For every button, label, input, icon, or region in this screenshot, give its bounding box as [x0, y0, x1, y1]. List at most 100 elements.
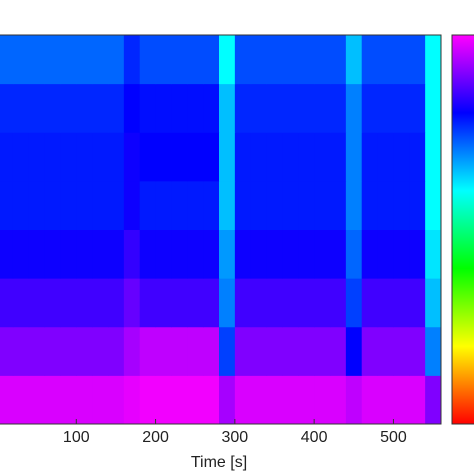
heatmap-cell — [234, 278, 252, 328]
heatmap-cell — [60, 326, 77, 376]
heatmap-cell — [298, 375, 315, 425]
heatmap-cell — [203, 229, 220, 279]
heatmap-cell — [219, 83, 236, 133]
heatmap-cell — [92, 326, 109, 376]
heatmap — [0, 35, 442, 425]
heatmap-cell — [393, 326, 410, 376]
heatmap-cell — [345, 229, 363, 279]
heatmap-cell — [108, 375, 125, 425]
heatmap-cell — [330, 229, 347, 279]
heatmap-cell — [171, 132, 188, 182]
heatmap-cell — [28, 35, 46, 85]
heatmap-cell — [123, 35, 141, 85]
heatmap-cell — [298, 35, 315, 85]
heatmap-cell — [266, 375, 283, 425]
heatmap-cell — [314, 326, 331, 376]
heatmap-cell — [12, 229, 30, 279]
heatmap-cell — [123, 180, 141, 230]
heatmap-cell — [282, 375, 299, 425]
heatmap-cell — [234, 132, 252, 182]
heatmap-cell — [266, 132, 283, 182]
heatmap-cell — [234, 326, 252, 376]
heatmap-cell — [171, 326, 188, 376]
heatmap-cell — [361, 83, 379, 133]
heatmap-cell — [361, 229, 379, 279]
heatmap-cell — [361, 375, 379, 425]
heatmap-cell — [393, 132, 410, 182]
heatmap-cell — [92, 83, 109, 133]
heatmap-cell — [76, 180, 93, 230]
heatmap-cell — [60, 180, 77, 230]
heatmap-cell — [393, 229, 410, 279]
heatmap-cell — [234, 35, 252, 85]
heatmap-cell — [155, 229, 172, 279]
heatmap-cell — [76, 326, 93, 376]
heatmap-cell — [203, 83, 220, 133]
heatmap-cell — [108, 83, 125, 133]
heatmap-cell — [266, 229, 283, 279]
heatmap-cell — [345, 132, 363, 182]
heatmap-cell — [282, 132, 299, 182]
heatmap-cell — [123, 278, 141, 328]
heatmap-cell — [44, 326, 61, 376]
heatmap-cell — [171, 278, 188, 328]
heatmap-cell — [28, 180, 46, 230]
heatmap-cell — [171, 229, 188, 279]
heatmap-cell — [250, 180, 268, 230]
heatmap-cell — [409, 83, 426, 133]
heatmap-cell — [12, 132, 30, 182]
heatmap-cell — [377, 375, 394, 425]
heatmap-cell — [203, 180, 220, 230]
heatmap-cell — [12, 83, 30, 133]
heatmap-cell — [219, 35, 236, 85]
heatmap-cell — [425, 83, 442, 133]
heatmap-cell — [171, 180, 188, 230]
heatmap-cell — [171, 83, 188, 133]
heatmap-cell — [393, 375, 410, 425]
x-axis-label: Time [s] — [191, 454, 247, 471]
heatmap-cell — [219, 229, 236, 279]
heatmap-cell — [108, 326, 125, 376]
heatmap-cell — [266, 326, 283, 376]
heatmap-cell — [92, 180, 109, 230]
heatmap-cell — [361, 278, 379, 328]
heatmap-cell — [266, 278, 283, 328]
x-tick-label: 100 — [63, 429, 90, 446]
heatmap-cell — [330, 278, 347, 328]
heatmap-cell — [187, 375, 204, 425]
heatmap-cell — [345, 180, 363, 230]
heatmap-cell — [282, 83, 299, 133]
heatmap-cell — [282, 229, 299, 279]
heatmap-cell — [219, 132, 236, 182]
heatmap-cell — [155, 278, 172, 328]
heatmap-cell — [44, 229, 61, 279]
heatmap-cell — [139, 375, 157, 425]
heatmap-cell — [139, 180, 157, 230]
heatmap-cell — [234, 375, 252, 425]
heatmap-cell — [266, 180, 283, 230]
heatmap-cell — [187, 229, 204, 279]
heatmap-cell — [12, 375, 30, 425]
heatmap-cell — [409, 229, 426, 279]
heatmap-cell — [345, 375, 363, 425]
heatmap-cell — [108, 278, 125, 328]
heatmap-cell — [330, 375, 347, 425]
heatmap-cell — [108, 132, 125, 182]
heatmap-cell — [219, 375, 236, 425]
heatmap-cell — [345, 326, 363, 376]
heatmap-cell — [314, 229, 331, 279]
heatmap-cell — [155, 132, 172, 182]
heatmap-cell — [44, 83, 61, 133]
heatmap-cell — [409, 35, 426, 85]
heatmap-cell — [234, 229, 252, 279]
heatmap-cell — [60, 83, 77, 133]
heatmap-cell — [60, 278, 77, 328]
heatmap-cell — [92, 132, 109, 182]
heatmap-cell — [250, 229, 268, 279]
heatmap-cell — [219, 326, 236, 376]
heatmap-cell — [361, 180, 379, 230]
heatmap-cell — [314, 35, 331, 85]
heatmap-cell — [44, 278, 61, 328]
heatmap-cell — [425, 132, 442, 182]
heatmap-cell — [76, 132, 93, 182]
